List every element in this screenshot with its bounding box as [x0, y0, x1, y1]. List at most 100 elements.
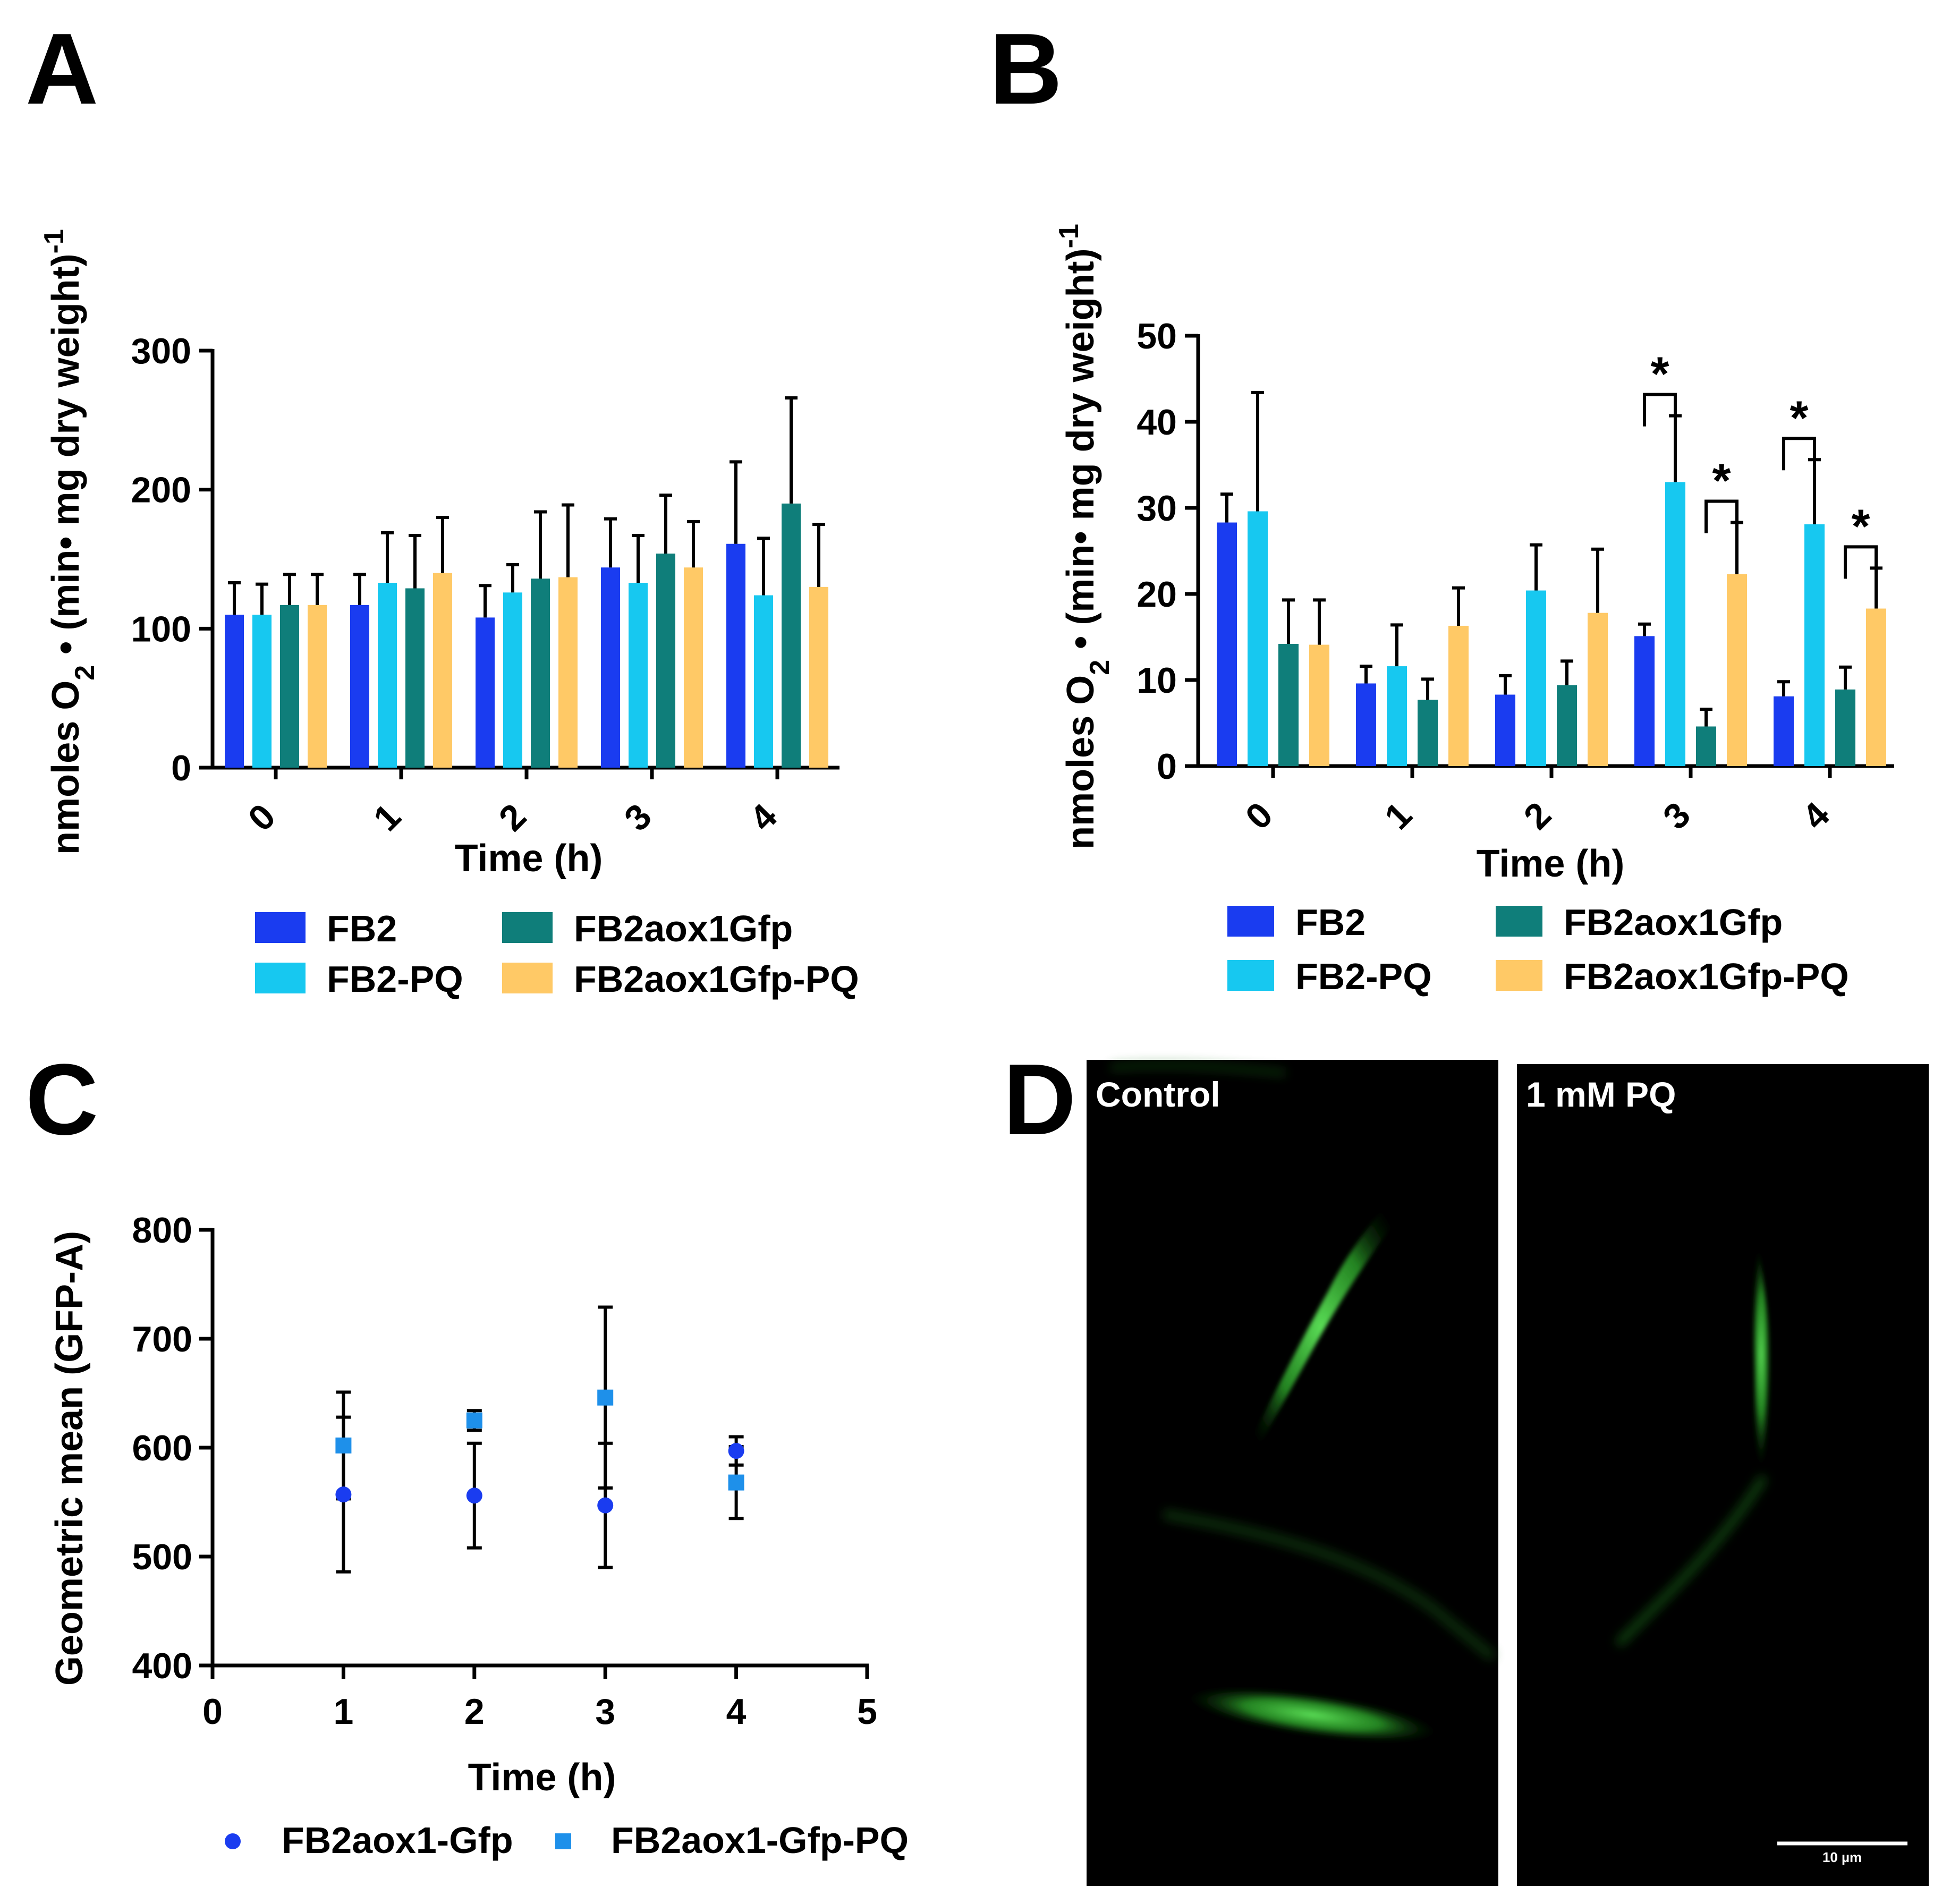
- chart-b-significance-star: *: [1851, 500, 1870, 553]
- chart-b-xtick-label: 1: [1377, 794, 1419, 837]
- chart-a-bar: [350, 605, 369, 768]
- chart-b-xtick-label: 3: [1655, 794, 1698, 837]
- chart-a-ytick-label: 300: [131, 331, 191, 371]
- chart-b-legend-label: FB2: [1295, 902, 1366, 943]
- chart-c-ytick-label: 700: [132, 1319, 192, 1359]
- chart-a-bar: [252, 615, 272, 768]
- chart-c-xtick-label: 2: [464, 1692, 485, 1732]
- chart-a-xtick-label: 3: [616, 796, 659, 838]
- chart-c-legend-label: FB2aox1-Gfp: [282, 1820, 513, 1861]
- chart-a-ylabel: nmoles O2 • (min• mg dry weight)-1: [39, 229, 100, 855]
- chart-b-bar: [1774, 696, 1794, 766]
- chart-b-bar: [1309, 644, 1329, 766]
- control-label: Control: [1096, 1075, 1220, 1114]
- chart-b-bar: [1418, 700, 1438, 766]
- chart-b-significance-bracket: [1782, 437, 1816, 471]
- chart-b-ytick-label: 10: [1137, 660, 1177, 701]
- chart-a-bar: [754, 595, 773, 768]
- chart-a-bar: [656, 554, 675, 768]
- chart-c-point: [728, 1443, 744, 1459]
- chart-a-xlabel: Time (h): [455, 837, 603, 880]
- control-faint-hyphae: [1110, 1062, 1497, 1661]
- chart-b-legend-swatch: [1496, 960, 1542, 991]
- chart-b-bar: [1387, 666, 1407, 766]
- panel-label-d: D: [1003, 1043, 1076, 1156]
- chart-c-point: [335, 1437, 352, 1454]
- scale-bar-label: 10 µm: [1822, 1849, 1862, 1865]
- microscopy-panel: Control 1 mM PQ 10 µm: [1087, 1060, 1929, 1886]
- chart-a-bar: [629, 582, 648, 768]
- chart-c: 400 500 600 700 800 0 1 2 3 4 5 FB2aox1-Gfp FB2aox1-…: [48, 1210, 909, 1861]
- chart-a-bar: [433, 573, 452, 768]
- chart-a-bar: [280, 605, 299, 768]
- chart-b-ylabel: nmoles O2 • (min• mg dry weight)-1: [1054, 224, 1115, 849]
- chart-a-ytick-label: 0: [171, 748, 191, 788]
- chart-b: 0 10 20 30 40 50 0 1 2 3 4 * * * * FB2 FB2-PQ FB2aox1Gfp F…: [1054, 224, 1894, 997]
- chart-a-bar: [726, 543, 745, 768]
- chart-c-ylabel: Geometric mean (GFP-A): [48, 1231, 91, 1686]
- chart-a-bar: [558, 577, 578, 768]
- chart-a-bar: [531, 579, 550, 768]
- chart-a-legend-label: FB2aox1Gfp-PQ: [574, 958, 859, 1000]
- chart-b-ytick-label: 40: [1137, 402, 1177, 443]
- chart-c-legend-marker: [555, 1833, 571, 1849]
- chart-c-point: [597, 1389, 614, 1406]
- chart-a-xtick-label: 0: [240, 796, 283, 838]
- chart-b-legend-swatch: [1496, 906, 1542, 937]
- chart-b-bar: [1278, 643, 1299, 766]
- chart-a-xtick-label: 2: [491, 796, 533, 838]
- chart-a-legend-label: FB2-PQ: [327, 958, 463, 1000]
- chart-b-bar: [1448, 625, 1469, 766]
- chart-a-bar: [503, 592, 522, 768]
- chart-a-bar: [809, 586, 828, 768]
- chart-c-legend-label: FB2aox1-Gfp-PQ: [611, 1820, 909, 1861]
- panel-label-a: A: [26, 13, 98, 125]
- chart-b-bar: [1526, 590, 1546, 766]
- chart-a: 0 100 200 300 0 1 2 3 4 FB2 FB2-PQ FB2aox1Gfp FB2aox…: [39, 229, 859, 1000]
- pq-label: 1 mM PQ: [1526, 1075, 1676, 1114]
- chart-c-xtick-label: 0: [202, 1692, 223, 1732]
- chart-b-bar: [1557, 685, 1577, 766]
- chart-b-significance-star: *: [1790, 392, 1808, 445]
- chart-b-bar: [1835, 689, 1855, 766]
- chart-b-legend-label: FB2aox1Gfp-PQ: [1564, 956, 1849, 997]
- chart-a-bar: [308, 605, 327, 768]
- chart-b-legend-swatch: [1227, 960, 1274, 991]
- chart-b-significance-bracket: [1704, 499, 1739, 533]
- chart-b-bar: [1217, 522, 1237, 766]
- chart-c-ytick-label: 400: [132, 1646, 192, 1686]
- chart-c-point: [335, 1486, 352, 1503]
- chart-b-ytick-label: 30: [1137, 488, 1177, 529]
- chart-a-bar: [601, 567, 620, 768]
- chart-b-legend-label: FB2aox1Gfp: [1564, 902, 1783, 943]
- chart-a-legend-swatch: [255, 963, 306, 993]
- chart-a-bar: [225, 615, 244, 768]
- chart-b-bar: [1696, 726, 1716, 766]
- chart-b-ytick-label: 50: [1137, 316, 1177, 356]
- chart-b-xtick-label: 4: [1794, 794, 1837, 837]
- chart-b-bar: [1248, 511, 1268, 766]
- chart-a-xtick-label: 1: [366, 796, 408, 838]
- chart-a-legend-swatch: [502, 912, 553, 943]
- chart-a-xtick-label: 4: [742, 796, 785, 839]
- chart-b-ytick-label: 0: [1157, 746, 1177, 787]
- chart-a-bar: [476, 617, 495, 768]
- panel-label-c: C: [26, 1043, 98, 1156]
- chart-b-marks: 0 10 20 30 40 50 0 1 2 3 4 * * * * FB2 FB2-PQ FB2aox1Gfp F…: [1137, 316, 1894, 997]
- chart-c-xtick-label: 5: [857, 1692, 877, 1732]
- chart-b-bar: [1495, 694, 1515, 766]
- chart-a-bar: [782, 503, 801, 768]
- pq-image: [1517, 1064, 1929, 1886]
- chart-b-significance-bracket: [1643, 393, 1677, 427]
- panel-label-b: B: [989, 13, 1062, 125]
- chart-c-point: [728, 1474, 744, 1491]
- chart-c-point: [597, 1497, 614, 1514]
- chart-b-bar: [1804, 524, 1825, 766]
- chart-c-ytick-label: 600: [132, 1428, 192, 1468]
- control-hyphae: [1189, 1171, 1436, 1742]
- chart-a-legend-swatch: [502, 963, 553, 993]
- chart-c-xtick-label: 4: [726, 1692, 747, 1732]
- chart-a-bar: [684, 567, 703, 768]
- chart-b-ytick-label: 20: [1137, 574, 1177, 615]
